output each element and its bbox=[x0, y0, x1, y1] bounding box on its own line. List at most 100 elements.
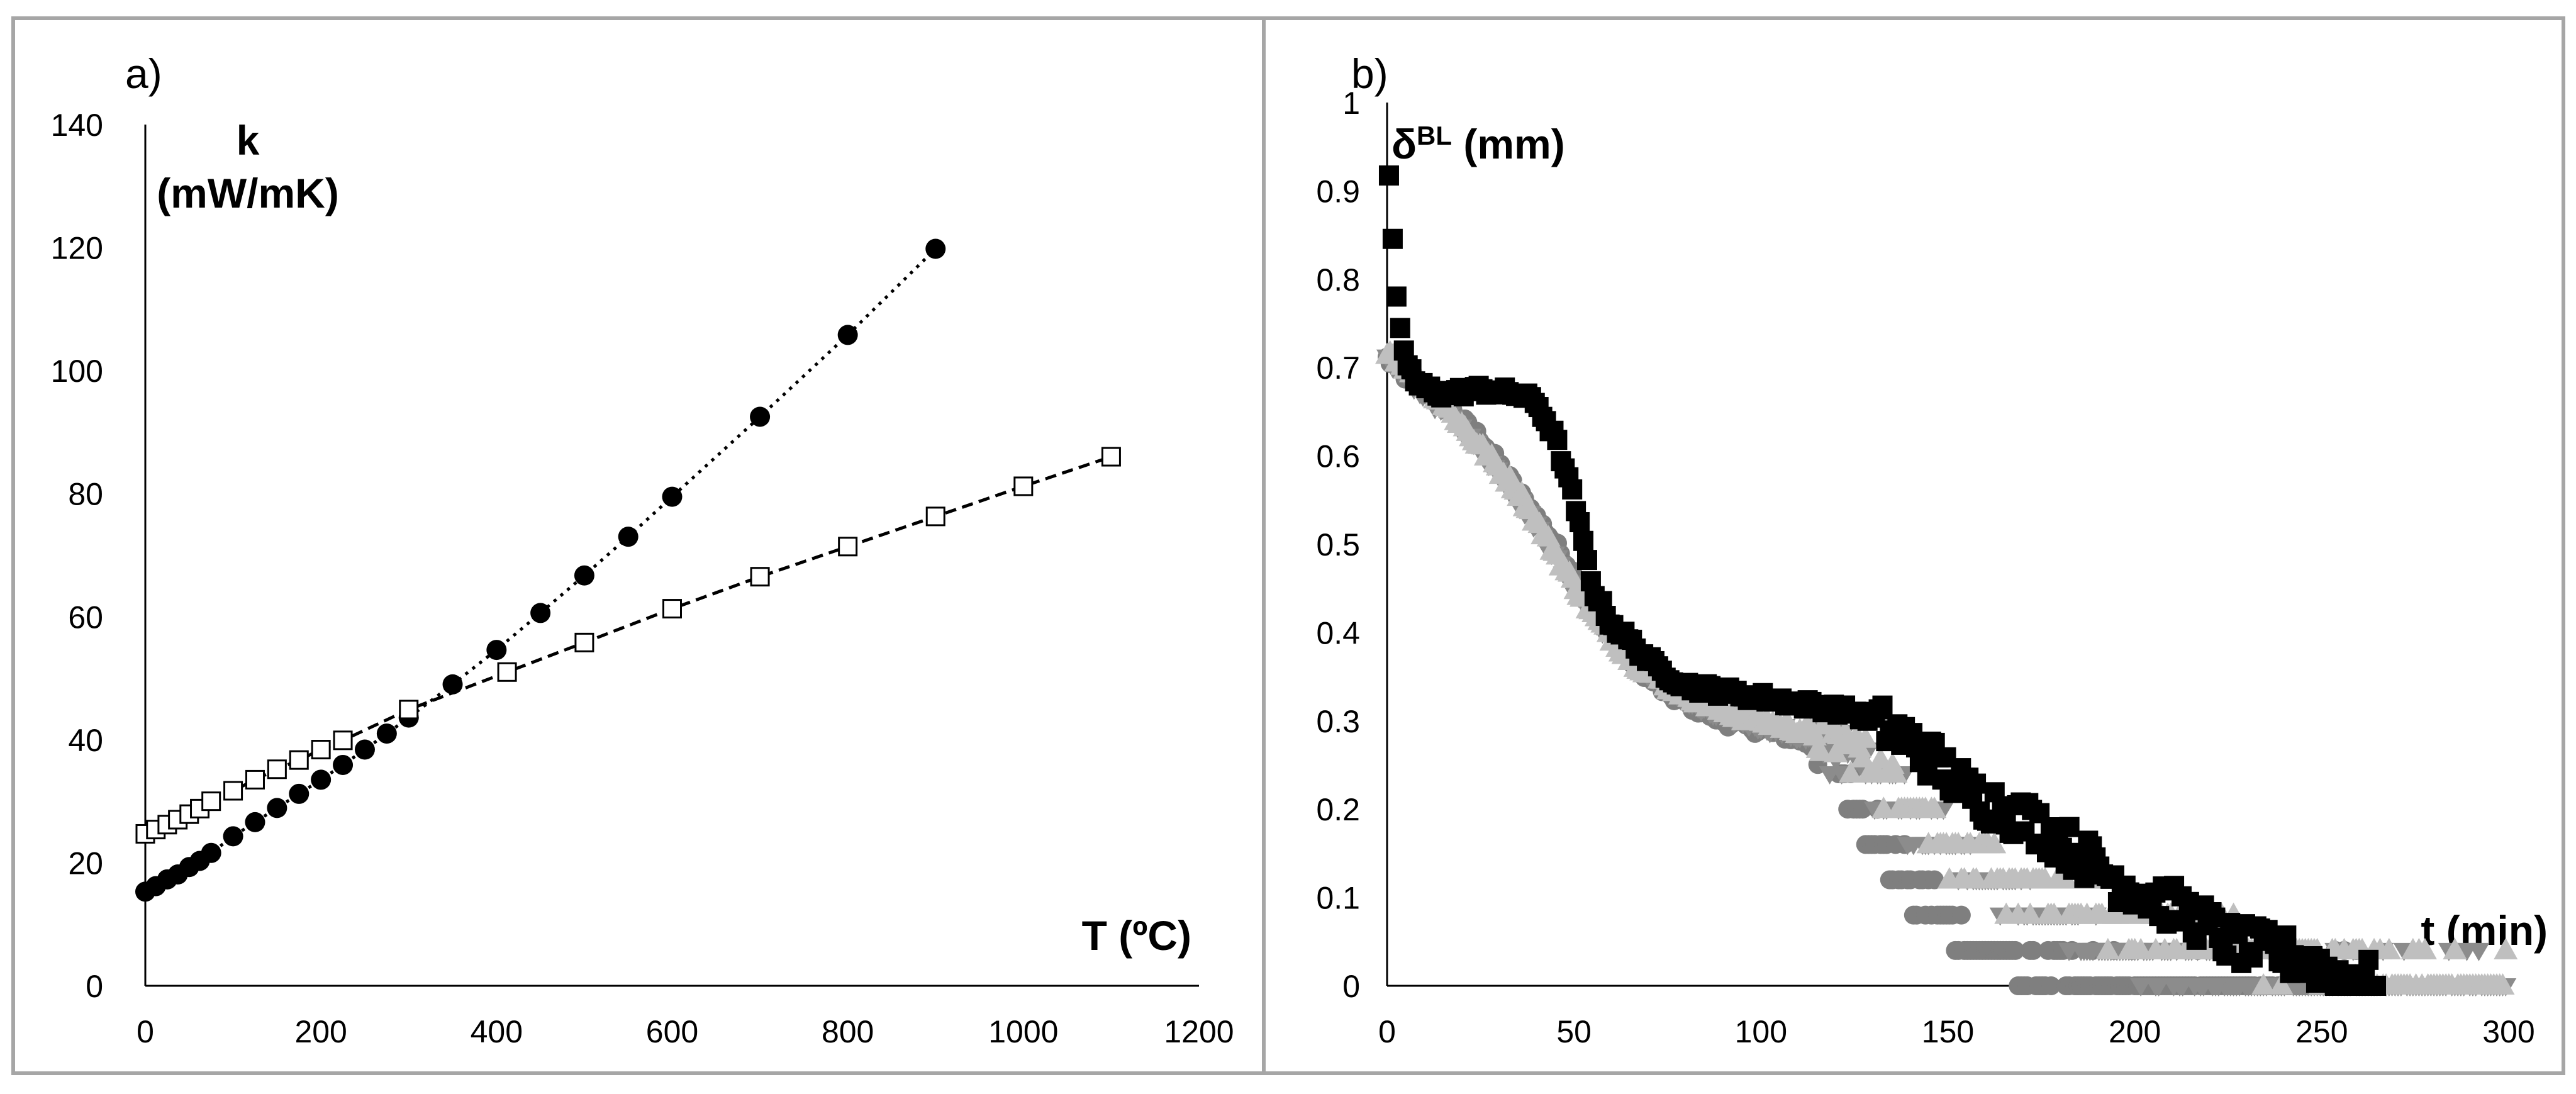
data-point-b bbox=[1925, 870, 1944, 890]
x-tick-label-a: 1200 bbox=[1164, 1014, 1234, 1049]
y-tick-label-b: 0.9 bbox=[1316, 174, 1360, 209]
data-point-b bbox=[2269, 973, 2294, 995]
x-tick-label-b: 0 bbox=[1378, 1014, 1396, 1049]
data-point-b bbox=[1964, 867, 1988, 889]
data-point-b bbox=[1576, 550, 1597, 571]
x-tick-label-b: 250 bbox=[2295, 1014, 2348, 1049]
x-tick-label-b: 150 bbox=[1922, 1014, 1974, 1049]
y-tick-label-b: 0.8 bbox=[1316, 262, 1360, 298]
data-point-a bbox=[201, 842, 221, 863]
series-line-a-1 bbox=[145, 455, 1112, 835]
data-point-b bbox=[2251, 973, 2276, 995]
data-point-a bbox=[574, 632, 594, 652]
data-point-a bbox=[1101, 447, 1121, 467]
data-point-a bbox=[574, 565, 594, 586]
data-point-a bbox=[245, 812, 265, 832]
series-line-a-0 bbox=[144, 247, 937, 893]
data-point-a bbox=[1013, 476, 1034, 496]
data-point-b bbox=[2242, 947, 2263, 968]
data-point-b bbox=[1838, 761, 1863, 783]
y-tick-label-b: 0.7 bbox=[1316, 350, 1360, 386]
y-tick-label-b: 0.2 bbox=[1316, 792, 1360, 827]
x-tick-label-a: 1000 bbox=[988, 1014, 1058, 1049]
data-point-a bbox=[618, 527, 638, 547]
data-point-b bbox=[2366, 976, 2387, 996]
x-tick-label-a: 200 bbox=[294, 1014, 347, 1049]
data-point-b bbox=[1562, 479, 1583, 500]
x-tick-label-b: 200 bbox=[2109, 1014, 2161, 1049]
data-point-b bbox=[2130, 978, 2152, 996]
data-point-a bbox=[662, 599, 682, 619]
data-point-a bbox=[486, 640, 507, 661]
data-point-b bbox=[1390, 318, 1410, 338]
data-point-a bbox=[289, 750, 309, 770]
data-point-a bbox=[267, 798, 287, 818]
data-point-b bbox=[1883, 761, 1908, 783]
chart-b: b) 0 50 100 150 200 250 300 0 0.1 0.2 0.3 0.4 0.5 0.6 0… bbox=[1316, 50, 2548, 1049]
y-axis-label-a-line2: (mW/mK) bbox=[157, 170, 339, 216]
data-point-b bbox=[2468, 942, 2490, 961]
x-tick-label-a: 600 bbox=[646, 1014, 698, 1049]
data-point-a bbox=[750, 406, 771, 427]
y-tick-label-b: 0.5 bbox=[1316, 527, 1360, 562]
data-point-a bbox=[925, 506, 945, 527]
data-point-b bbox=[1560, 566, 1585, 588]
data-point-b bbox=[2005, 941, 2025, 960]
data-point-b bbox=[2059, 817, 2080, 837]
data-point-a bbox=[311, 740, 331, 760]
y-tick-label-a: 120 bbox=[51, 231, 103, 266]
y-tick-label-a: 140 bbox=[51, 108, 103, 143]
data-point-a bbox=[399, 700, 419, 720]
data-point-b bbox=[1922, 796, 1947, 818]
panel-a: a) 0 200 400 600 800 1000 1200 0 20 40 60 80 100 120 14… bbox=[11, 16, 1267, 1075]
x-tick-label-b: 50 bbox=[1556, 1014, 1592, 1049]
y-axis-label-b: δBL (mm) bbox=[1391, 121, 1565, 167]
data-point-a bbox=[289, 783, 309, 804]
data-point-b bbox=[2358, 949, 2379, 970]
data-point-a bbox=[376, 723, 397, 744]
data-point-a bbox=[838, 537, 858, 557]
data-point-a bbox=[333, 730, 353, 751]
x-tick-label-a: 400 bbox=[471, 1014, 523, 1049]
y-tick-label-b: 0 bbox=[1342, 969, 1360, 1004]
data-point-b bbox=[2148, 978, 2170, 996]
panel-label-b: b) bbox=[1351, 50, 1388, 97]
panel-label-a: a) bbox=[125, 50, 162, 97]
x-axis-label-a: T (ºC) bbox=[1082, 912, 1191, 959]
data-point-a bbox=[245, 769, 265, 790]
x-tick-label-a: 800 bbox=[822, 1014, 874, 1049]
data-point-b bbox=[1573, 530, 1594, 551]
data-point-b bbox=[1378, 165, 1399, 186]
y-tick-label-a: 80 bbox=[68, 477, 103, 512]
data-point-b bbox=[2377, 937, 2401, 959]
data-point-b bbox=[1966, 773, 1987, 794]
data-point-a bbox=[311, 769, 332, 790]
data-point-b bbox=[1982, 832, 2007, 854]
y-tick-label-b: 0.1 bbox=[1316, 881, 1360, 916]
data-point-b bbox=[1386, 286, 1407, 307]
data-point-a bbox=[530, 603, 551, 623]
data-point-a bbox=[333, 754, 354, 775]
data-point-a bbox=[662, 486, 683, 507]
data-point-b bbox=[2095, 937, 2120, 959]
y-tick-label-a: 60 bbox=[68, 600, 103, 635]
y-tick-label-a: 100 bbox=[51, 354, 103, 389]
data-point-b bbox=[1871, 796, 1896, 818]
data-point-b bbox=[1809, 739, 1833, 761]
data-point-a bbox=[750, 567, 770, 587]
y-axis-label-a-line1: k bbox=[237, 117, 260, 164]
data-point-b bbox=[1872, 695, 1893, 716]
data-point-b bbox=[2129, 937, 2153, 959]
data-point-a bbox=[354, 739, 375, 760]
data-point-a bbox=[223, 826, 243, 847]
data-point-b bbox=[2042, 902, 2066, 924]
x-tick-label-a: 0 bbox=[137, 1014, 154, 1049]
data-point-b bbox=[1853, 726, 1878, 748]
data-point-a bbox=[925, 238, 946, 259]
data-point-b bbox=[1951, 905, 1971, 925]
y-tick-label-b: 0.3 bbox=[1316, 704, 1360, 739]
data-point-b bbox=[2041, 976, 2061, 995]
data-point-a bbox=[497, 662, 517, 682]
data-point-b bbox=[2443, 937, 2467, 959]
data-point-b bbox=[1570, 512, 1590, 533]
